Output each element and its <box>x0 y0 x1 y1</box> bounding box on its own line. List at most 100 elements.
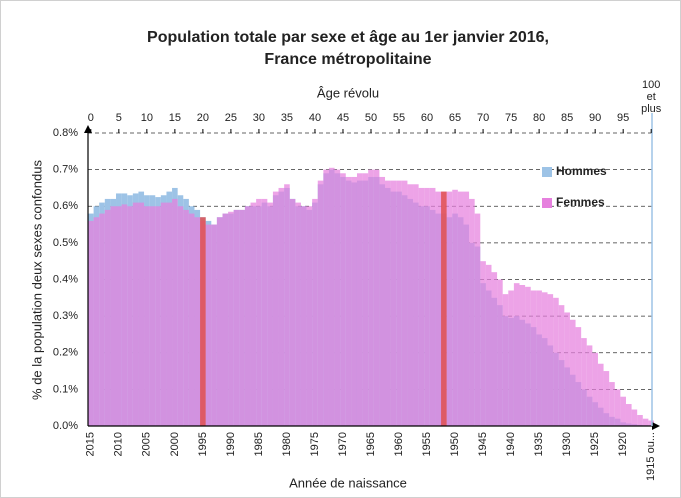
highlight-bar <box>441 191 447 426</box>
bar <box>345 176 352 426</box>
y-tick-label: 0.6% <box>53 200 78 212</box>
x-tick-label: 55 <box>393 112 405 124</box>
bar <box>413 184 419 426</box>
bottom-tick-label: 1940 <box>505 432 517 456</box>
bar <box>88 220 94 426</box>
bar <box>435 191 442 426</box>
y-axis-arrow <box>84 125 92 133</box>
x-tick-label: 100 et plus <box>641 79 662 115</box>
legend-label: Femmes <box>556 195 605 209</box>
x-tick-label: 85 <box>561 112 573 124</box>
bar <box>284 184 290 426</box>
bottom-tick-label: 2000 <box>169 432 181 456</box>
legend-swatch <box>542 198 552 208</box>
bar <box>267 202 273 426</box>
bar <box>418 187 425 426</box>
bar <box>116 206 122 426</box>
bar <box>334 169 341 426</box>
x-tick-label: 25 <box>225 112 237 124</box>
bar <box>480 261 486 426</box>
bar <box>637 415 643 426</box>
bar <box>541 292 548 426</box>
bottom-tick-label: 1975 <box>309 432 321 456</box>
y-tick-label: 0.8% <box>53 127 78 139</box>
bar <box>261 198 268 426</box>
bar <box>625 404 632 426</box>
x-tick-label: 50 <box>365 112 377 124</box>
bar <box>328 167 335 426</box>
bar <box>188 213 195 426</box>
bar <box>592 352 598 426</box>
x-tick-label: 5 <box>116 112 122 124</box>
bar <box>614 389 621 426</box>
y-tick-label: 0.0% <box>53 420 78 432</box>
bottom-tick-label: 1925 <box>589 432 601 456</box>
bar <box>569 319 576 426</box>
bar <box>351 176 357 426</box>
bar <box>149 206 156 426</box>
x-tick-label: 90 <box>589 112 601 124</box>
bottom-tick-label: 1955 <box>421 432 433 456</box>
bar <box>194 217 201 426</box>
bar <box>289 198 296 426</box>
bar <box>183 209 189 426</box>
bar <box>323 169 329 426</box>
bar <box>553 297 559 426</box>
bottom-tick-label: 1980 <box>281 432 293 456</box>
x-tick-label: 95 <box>617 112 629 124</box>
bar <box>513 283 520 426</box>
x-tick-label: 35 <box>281 112 293 124</box>
x-tick-label: 20 <box>197 112 209 124</box>
bottom-tick-label: 1990 <box>225 432 237 456</box>
bar <box>356 173 363 426</box>
bar <box>497 279 503 426</box>
x-tick-label: 40 <box>309 112 321 124</box>
bar <box>379 176 386 426</box>
chart-title: Population totale par sexe et âge au 1er… <box>147 29 549 46</box>
bar <box>256 198 262 426</box>
legend-swatch <box>542 167 552 177</box>
bottom-tick-label: 1950 <box>449 432 461 456</box>
bottom-tick-label: 1915 ou... <box>645 432 657 481</box>
bar <box>446 191 453 426</box>
x-tick-label: 10 <box>141 112 153 124</box>
bar <box>620 396 626 426</box>
bar <box>177 206 184 426</box>
bar <box>205 224 212 426</box>
bar <box>278 187 285 426</box>
bar <box>491 272 498 426</box>
bar <box>93 217 100 426</box>
bar <box>597 363 604 426</box>
bar <box>474 213 481 426</box>
bar <box>424 187 430 426</box>
bottom-tick-label: 1965 <box>365 432 377 456</box>
bar <box>127 206 133 426</box>
bar <box>104 209 111 426</box>
bar <box>564 312 570 426</box>
bar <box>396 180 402 426</box>
x-axis-arrow <box>652 422 660 430</box>
bottom-tick-label: 1995 <box>197 432 209 456</box>
bar <box>312 198 318 426</box>
bar <box>558 305 565 426</box>
bar <box>272 191 279 426</box>
bar <box>609 382 615 426</box>
bottom-tick-label: 1985 <box>253 432 265 456</box>
y-tick-label: 0.3% <box>53 310 78 322</box>
highlight-bar <box>200 217 206 426</box>
bar <box>642 418 649 426</box>
bar <box>121 204 128 426</box>
bar <box>536 290 542 426</box>
bar <box>166 202 173 426</box>
y-tick-label: 0.2% <box>53 347 78 359</box>
bar <box>132 202 139 426</box>
x-tick-label: 70 <box>477 112 489 124</box>
bottom-tick-label: 2015 <box>85 432 97 456</box>
x-tick-label: 30 <box>253 112 265 124</box>
bar <box>485 264 492 426</box>
bar <box>508 290 514 426</box>
bottom-tick-label: 2010 <box>113 432 125 456</box>
bar <box>362 173 369 426</box>
bar <box>368 169 374 426</box>
